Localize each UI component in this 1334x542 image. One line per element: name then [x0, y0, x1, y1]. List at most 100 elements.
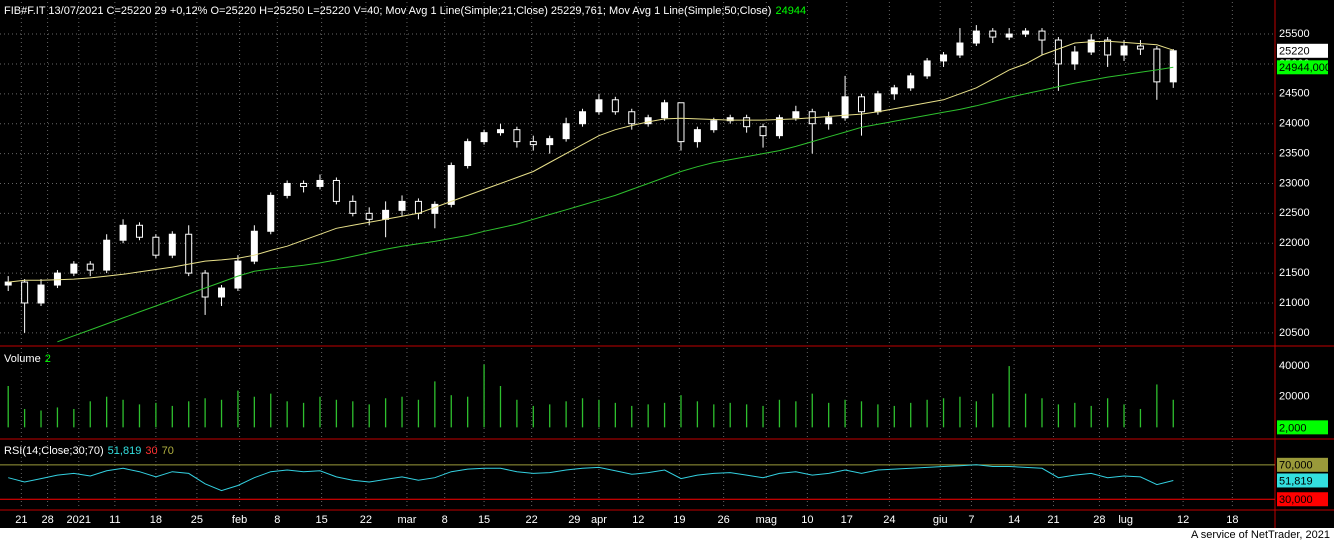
value-marker-label: 2,000 — [1279, 422, 1307, 434]
y-tick-label: 23000 — [1279, 177, 1310, 189]
x-tick-label: apr — [591, 514, 607, 526]
candle-body — [152, 236, 160, 256]
candle-body — [579, 111, 587, 125]
title-part: FIB#F.IT 13/07/2021 C=25220 29 +0,12% O=… — [4, 5, 771, 17]
candle-body — [1005, 33, 1013, 38]
y-tick-label: 23500 — [1279, 147, 1310, 159]
x-tick-label: 17 — [841, 514, 853, 526]
candle-body — [890, 87, 898, 95]
x-tick-label: 8 — [274, 514, 280, 526]
candle-body — [267, 194, 275, 232]
value-marker-label: 30,000 — [1279, 494, 1313, 506]
candle-body — [1071, 51, 1079, 65]
value-marker — [1277, 473, 1328, 488]
candle-body — [332, 179, 340, 202]
value-marker-label: 25220 — [1279, 46, 1310, 58]
candle-body — [21, 281, 29, 304]
candle-body — [1169, 50, 1177, 83]
value-marker-label: 51,819 — [1279, 475, 1313, 487]
value-marker — [1277, 43, 1328, 58]
candle-body — [37, 284, 45, 304]
candle-body — [168, 233, 176, 256]
y-tick-label: 24500 — [1279, 88, 1310, 100]
candle-body — [628, 111, 636, 125]
moving-average — [57, 66, 1174, 343]
candle-body — [923, 60, 931, 77]
candle-body — [201, 272, 209, 298]
candle-body — [464, 141, 472, 167]
y-tick-label: 21500 — [1279, 267, 1310, 279]
y-tick-label: 20000 — [1279, 391, 1310, 403]
value-marker — [1277, 60, 1328, 75]
candle-body — [1087, 39, 1095, 53]
candle-body — [414, 200, 422, 214]
footer-band — [0, 528, 1334, 542]
x-tick-label: 10 — [801, 514, 813, 526]
candle-body — [529, 141, 537, 146]
x-tick-label: 18 — [1226, 514, 1238, 526]
panel-title: Volume 2 — [4, 353, 51, 365]
title-part: RSI(14;Close;30;70) — [4, 445, 104, 457]
candle-body — [53, 272, 61, 286]
candle-body — [1022, 30, 1030, 35]
candle-body — [513, 129, 521, 143]
x-tick-label: 8 — [442, 514, 448, 526]
candle-body — [185, 233, 193, 274]
x-tick-label: 25 — [191, 514, 203, 526]
x-tick-label: 7 — [968, 514, 974, 526]
x-tick-label: 24 — [883, 514, 895, 526]
value-marker — [1277, 420, 1328, 435]
title-part: 70 — [162, 445, 174, 457]
title-part: 30 — [145, 445, 157, 457]
x-tick-label: mag — [756, 514, 777, 526]
candle-body — [989, 30, 997, 38]
candle-body — [972, 30, 980, 44]
x-tick-label: 21 — [15, 514, 27, 526]
moving-average — [8, 40, 1174, 283]
candle-body — [743, 117, 751, 128]
candle-body — [283, 182, 291, 196]
candle-body — [300, 182, 308, 187]
candle-body — [316, 179, 324, 187]
x-tick-label: 21 — [1047, 514, 1059, 526]
candle-body — [792, 111, 800, 119]
candle-body — [86, 263, 94, 271]
y-tick-label: 22000 — [1279, 237, 1310, 249]
candle-body — [825, 117, 833, 125]
title-part: 51,819 — [108, 445, 142, 457]
x-tick-label: 22 — [526, 514, 538, 526]
candle-body — [759, 126, 767, 137]
x-tick-label: lug — [1118, 514, 1133, 526]
candle-body — [611, 99, 619, 113]
x-tick-label: giu — [933, 514, 948, 526]
y-tick-label: 22500 — [1279, 207, 1310, 219]
candle-body — [1104, 39, 1112, 56]
title-part: 2 — [45, 353, 51, 365]
x-tick-label: 15 — [315, 514, 327, 526]
candle-body — [956, 42, 964, 56]
y-tick-label: 21000 — [1279, 297, 1310, 309]
footer: A service of NetTrader, 2021 — [1191, 529, 1330, 541]
value-marker-label: 24944,000 — [1279, 62, 1331, 74]
candle-body — [1038, 30, 1046, 41]
panel-title: RSI(14;Close;30;70) 51,819 30 70 — [4, 445, 174, 457]
candle-body — [4, 281, 12, 286]
candle-body — [234, 260, 242, 289]
x-tick-label: 2021 — [67, 514, 91, 526]
candle-body — [218, 287, 226, 298]
candle-body — [940, 54, 948, 62]
candle-body — [1054, 39, 1062, 65]
candle-body — [365, 212, 373, 220]
value-marker — [1277, 492, 1328, 507]
y-tick-label: 24000 — [1279, 118, 1310, 130]
candle-body — [103, 239, 111, 271]
title-part: 24944 — [775, 5, 806, 17]
x-tick-label: feb — [232, 514, 247, 526]
x-tick-label: 28 — [41, 514, 53, 526]
candle-body — [710, 120, 718, 131]
y-tick-label: 20500 — [1279, 327, 1310, 339]
x-tick-label: 28 — [1093, 514, 1105, 526]
candle-body — [693, 129, 701, 143]
